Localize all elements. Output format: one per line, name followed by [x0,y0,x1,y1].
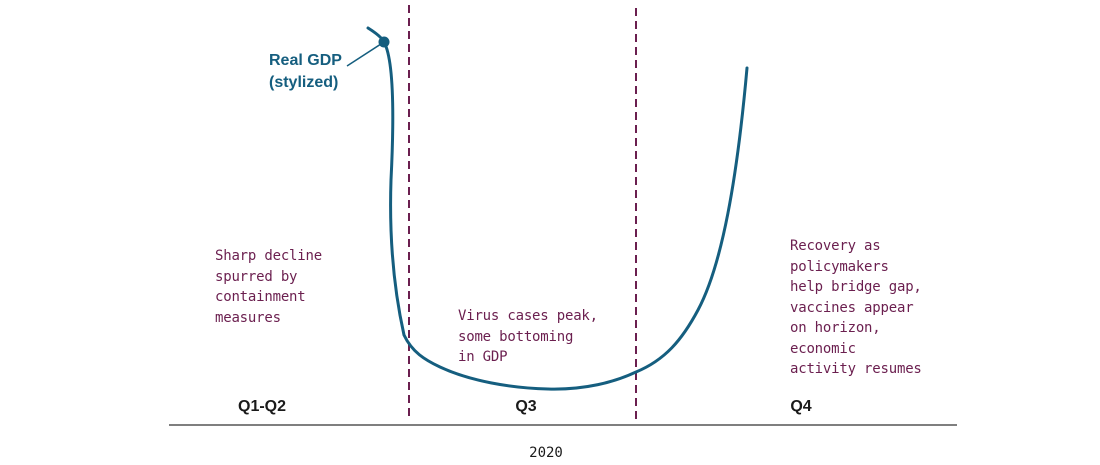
period-label-q4: Q4 [790,398,812,415]
gdp-curve [366,26,749,391]
series-label-real-gdp: Real GDP (stylized) [269,52,342,91]
annotation-q3: Virus cases peak, some bottoming in GDP [458,308,598,365]
series-label-leader [346,41,385,67]
x-axis-year-label: 2020 [529,445,563,461]
period-label-q1-q2: Q1-Q2 [237,398,287,415]
annotation-q4: Recovery as policymakers help bridge gap… [790,238,922,377]
period-label-q3: Q3 [515,398,537,415]
annotation-q1-q2: Sharp decline spurred by containment mea… [215,248,322,326]
series-marker [378,36,390,48]
